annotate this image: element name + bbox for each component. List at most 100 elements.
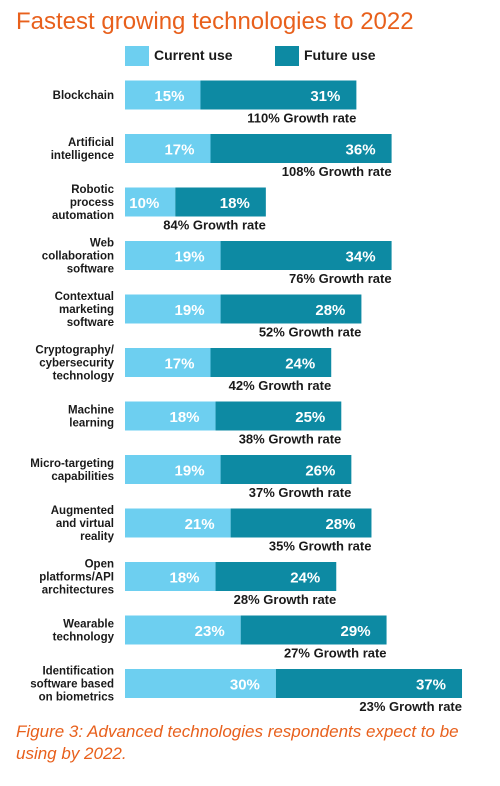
value-label-current: 15% (154, 88, 184, 105)
category-label-line: technology (53, 632, 115, 644)
category-label-line: intelligence (51, 150, 114, 162)
bar-future (215, 401, 342, 431)
category-label-line: learning (69, 418, 114, 430)
category-label-line: Open (85, 559, 114, 571)
growth-rate-label: 76% Growth rate (289, 271, 392, 286)
growth-rate-label: 23% Growth rate (359, 699, 462, 714)
category-label: Machine learning (68, 405, 114, 430)
category-label-line: architectures (42, 585, 114, 597)
value-label-current: 21% (185, 516, 215, 533)
value-label-future: 28% (325, 516, 355, 533)
category-label-line: Identification (42, 666, 114, 678)
category-label-line: cybersecurity (39, 358, 114, 370)
growth-rate-label: 108% Growth rate (282, 164, 392, 179)
category-label: Identification software based on biometric… (30, 666, 114, 704)
category-label-line: software based (30, 679, 114, 691)
growth-rate-label: 27% Growth rate (284, 646, 387, 661)
value-label-current: 17% (164, 142, 194, 159)
bar-current (125, 241, 221, 270)
bar-current (125, 508, 231, 538)
category-label-line: process (70, 197, 114, 209)
legend-label-future: Future use (304, 47, 376, 63)
value-label-future: 25% (295, 409, 325, 426)
bar-future (220, 294, 362, 324)
category-label: Augmented and virtual reality (51, 505, 115, 543)
category-label: Web collaboration software (42, 238, 114, 276)
growth-rate-label: 110% Growth rate (247, 111, 356, 126)
bar-future (210, 134, 392, 163)
value-label-future: 37% (416, 677, 446, 694)
value-label-future: 26% (305, 463, 335, 480)
bar-current (125, 669, 276, 698)
value-label-future: 24% (290, 570, 320, 587)
category-label-line: Contextual (55, 291, 114, 303)
value-label-future: 31% (310, 88, 340, 105)
bar-future (220, 241, 392, 270)
category-label: Robotic process automation (52, 184, 115, 222)
value-label-current: 30% (230, 677, 260, 694)
bar-current (125, 455, 221, 484)
bar-future (220, 455, 352, 484)
category-label-line: marketing (59, 304, 114, 316)
category-label: Artificial intelligence (51, 137, 114, 162)
category-label-line: and virtual (56, 518, 114, 530)
category-label-line: Cryptography/ (35, 345, 114, 357)
growth-rate-label: 52% Growth rate (259, 325, 362, 340)
value-label-current: 19% (175, 249, 205, 266)
bar-future (240, 615, 387, 645)
bar-current (125, 348, 211, 377)
category-label: Blockchain (53, 90, 114, 102)
value-label-current: 10% (129, 195, 159, 212)
bar-current (125, 134, 211, 163)
growth-rate-label: 35% Growth rate (269, 539, 372, 554)
category-label-line: Artificial (68, 137, 114, 149)
category-label-line: Wearable (63, 619, 114, 631)
category-label-line: platforms/API (39, 572, 114, 584)
legend-label-current: Current use (154, 47, 233, 63)
category-label-line: reality (80, 531, 114, 543)
value-label-current: 17% (164, 356, 194, 373)
category-label-line: Blockchain (53, 90, 114, 102)
category-label-line: capabilities (51, 471, 114, 483)
bar-future (215, 562, 337, 591)
value-label-current: 19% (175, 463, 205, 480)
value-label-current: 19% (175, 302, 205, 319)
category-label-line: Micro-targeting (30, 458, 114, 470)
growth-rate-label: 37% Growth rate (249, 485, 352, 500)
figure-caption: Figure 3: Advanced technologies responde… (16, 722, 459, 763)
growth-rate-label: 84% Growth rate (163, 218, 266, 233)
value-label-future: 29% (341, 623, 371, 640)
bar-current (125, 294, 221, 324)
bar-current (125, 562, 216, 591)
category-label-line: technology (53, 371, 115, 383)
bar-current (125, 80, 201, 110)
value-label-current: 18% (170, 409, 200, 426)
bar-current (125, 187, 176, 217)
category-label-line: automation (52, 210, 114, 222)
bar-current (125, 401, 216, 431)
category-label-line: Machine (68, 405, 114, 417)
category-label-line: on biometrics (39, 692, 114, 704)
category-label-line: Web (90, 238, 114, 250)
legend-swatch-current (125, 46, 149, 66)
value-label-current: 18% (170, 570, 200, 587)
bar-future (275, 669, 463, 698)
value-label-future: 24% (285, 356, 315, 373)
growth-rate-label: 38% Growth rate (239, 432, 342, 447)
growth-rate-label: 42% Growth rate (229, 378, 332, 393)
value-label-future: 28% (315, 302, 345, 319)
category-label-line: software (67, 317, 114, 329)
bar-current (125, 615, 241, 645)
chart-title: Fastest growing technologies to 2022 (16, 8, 414, 35)
category-label: Cryptography/cybersecurity technology (35, 345, 114, 383)
bar-future (210, 348, 332, 377)
category-label-line: Robotic (71, 184, 114, 196)
bar-future (175, 187, 266, 217)
category-label-line: collaboration (42, 251, 114, 263)
value-label-future: 18% (220, 195, 250, 212)
category-label: Micro-targeting capabilities (30, 458, 114, 483)
legend-swatch-future (275, 46, 299, 66)
category-label-line: software (67, 264, 114, 276)
growth-rate-label: 28% Growth rate (234, 592, 337, 607)
